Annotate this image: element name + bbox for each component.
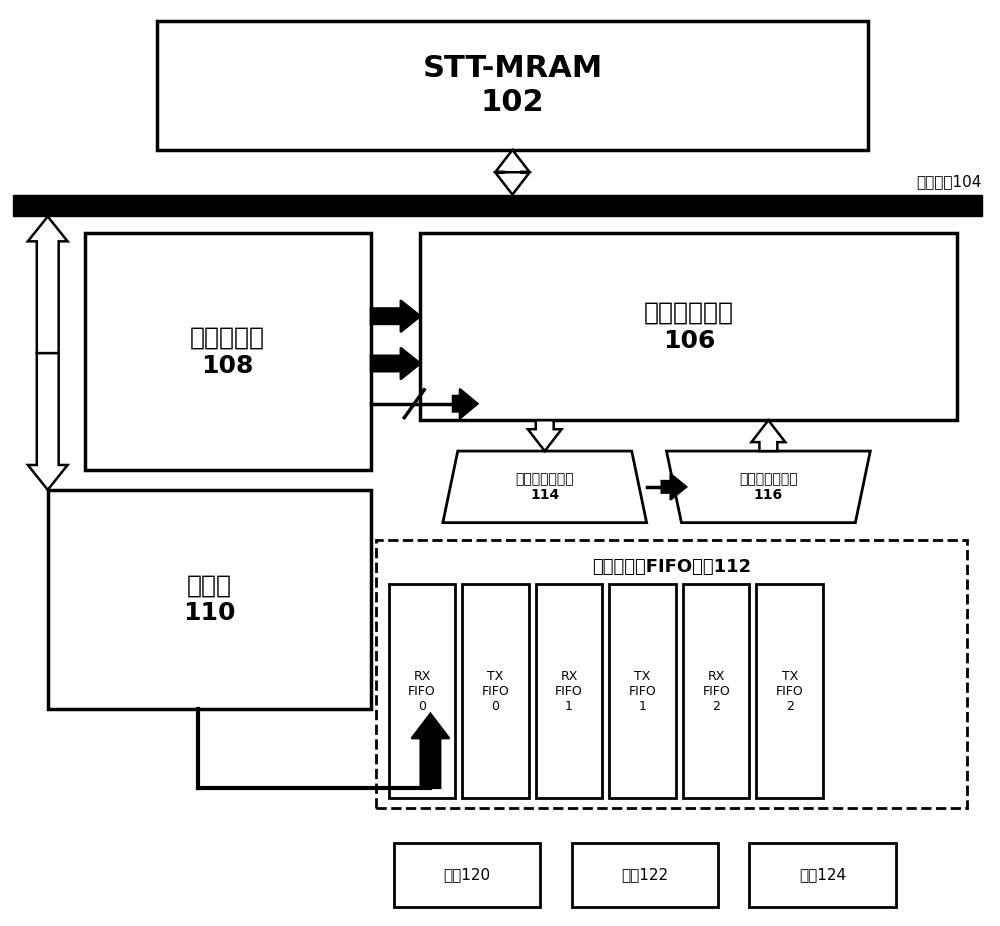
Bar: [376, 540, 967, 807]
Text: TX
FIFO
1: TX FIFO 1: [629, 669, 657, 713]
Text: 设备120: 设备120: [443, 868, 490, 882]
Text: 高速总线104: 高速总线104: [917, 175, 982, 190]
FancyArrow shape: [528, 420, 562, 451]
Bar: [85, 233, 371, 470]
FancyArrow shape: [28, 353, 68, 490]
Text: RX
FIFO
1: RX FIFO 1: [555, 669, 583, 713]
FancyArrow shape: [751, 420, 785, 451]
Bar: [572, 843, 718, 907]
Text: TX
FIFO
2: TX FIFO 2: [776, 669, 804, 713]
Polygon shape: [666, 451, 870, 522]
FancyArrow shape: [662, 474, 686, 500]
Text: 设备124: 设备124: [799, 868, 846, 882]
Bar: [48, 490, 371, 708]
FancyArrow shape: [371, 347, 420, 380]
Bar: [749, 843, 896, 907]
Bar: [536, 584, 602, 798]
Polygon shape: [443, 451, 647, 522]
Text: TX
FIFO
0: TX FIFO 0: [482, 669, 509, 713]
Text: RX
FIFO
2: RX FIFO 2: [702, 669, 730, 713]
FancyArrow shape: [28, 217, 68, 353]
FancyArrow shape: [371, 300, 420, 332]
Bar: [756, 584, 823, 798]
Bar: [683, 584, 749, 798]
FancyArrow shape: [412, 714, 449, 788]
Bar: [462, 584, 529, 798]
Text: 总线互联模块
106: 总线互联模块 106: [644, 301, 734, 353]
Text: RX
FIFO
0: RX FIFO 0: [408, 669, 436, 713]
Text: 控制器
110: 控制器 110: [183, 573, 236, 625]
Text: 设备122: 设备122: [621, 868, 668, 882]
Bar: [394, 843, 540, 907]
FancyArrow shape: [496, 172, 529, 194]
Bar: [609, 584, 676, 798]
Bar: [157, 20, 868, 150]
Bar: [389, 584, 455, 798]
Text: 接收数据分配器
114: 接收数据分配器 114: [515, 471, 574, 502]
Text: 通道仲裁器
108: 通道仲裁器 108: [190, 326, 265, 378]
FancyArrow shape: [453, 389, 478, 419]
FancyArrow shape: [496, 150, 529, 172]
Text: 发送数据选择器
116: 发送数据选择器 116: [739, 471, 798, 502]
Text: 多通道异步FIFO模块112: 多通道异步FIFO模块112: [592, 558, 751, 576]
Bar: [420, 233, 957, 420]
Text: STT-MRAM
102: STT-MRAM 102: [422, 54, 603, 117]
